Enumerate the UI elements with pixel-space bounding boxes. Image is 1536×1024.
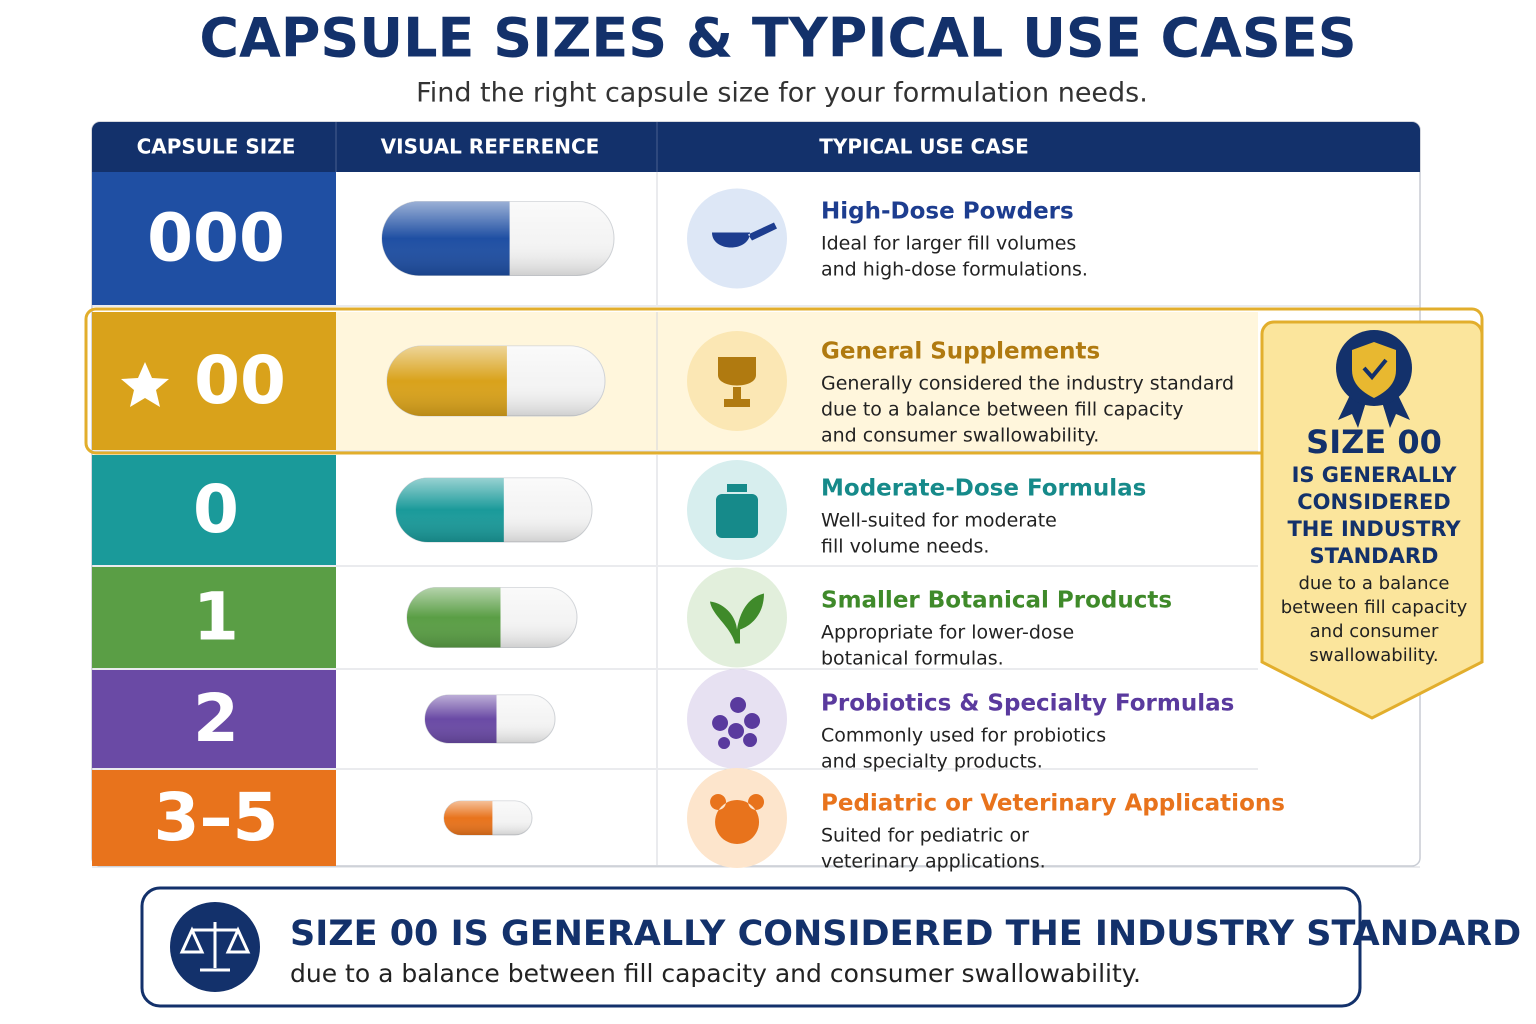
capsule-shine (425, 695, 555, 743)
use-icon (687, 567, 787, 668)
use-text: Suited for pediatric or (821, 825, 1029, 847)
use-icon (687, 669, 787, 769)
badge-shape (1260, 320, 1484, 720)
table-row: 0 Moderate-Dose Formulas Well-suited for m… (92, 455, 1258, 567)
use-title: Probiotics & Specialty Formulas (821, 691, 1234, 717)
use-text: Commonly used for probiotics (821, 725, 1106, 747)
use-glyph (712, 222, 777, 248)
size-cell (92, 670, 336, 768)
badge-heading: SIZE 00 (1306, 423, 1442, 461)
badge-line: swallowability. (1309, 645, 1438, 666)
capsule-shine (387, 346, 605, 416)
ribbon (1338, 395, 1410, 428)
capsule (424, 694, 556, 744)
capsule-size: 2 (193, 680, 239, 757)
use-glyph (712, 697, 761, 749)
use-text: and specialty products. (821, 751, 1043, 773)
use-glyph (710, 794, 765, 844)
table-row: 00 General Supplements Generally considere… (92, 312, 1258, 452)
check (1362, 358, 1388, 381)
shield (1352, 342, 1396, 398)
capsule (395, 477, 593, 543)
use-title: High-Dose Powders (821, 199, 1074, 225)
table-row: 3–5 Pediatric or Veterinary Applications S… (92, 768, 1420, 873)
badge-bold-line: STANDARD (1310, 544, 1439, 568)
use-text: and consumer swallowability. (821, 425, 1099, 447)
capsule-shine (396, 478, 592, 542)
badge-line: between fill capacity (1281, 597, 1468, 618)
capsule-shine (407, 587, 577, 648)
capsule-size: 1 (193, 579, 239, 656)
footer-title: SIZE 00 IS GENERALLY CONSIDERED THE INDU… (290, 914, 1521, 954)
badge-line: and consumer (1310, 621, 1439, 642)
capsule-size: 3–5 (154, 779, 279, 856)
column-header: VISUAL REFERENCE (381, 135, 600, 159)
title: CAPSULE SIZES & TYPICAL USE CASES (199, 7, 1356, 70)
table-row: 000 High-Dose Powders Ideal for larger fil… (92, 172, 1420, 307)
badge-bold-line: CONSIDERED (1297, 490, 1451, 514)
badge-bold-line: IS GENERALLY (1292, 463, 1458, 487)
capsule (381, 201, 615, 276)
size-cell (92, 770, 336, 866)
size-cell (92, 455, 336, 565)
capsule (406, 587, 578, 648)
capsule (386, 345, 606, 417)
use-text: Generally considered the industry standa… (821, 373, 1234, 395)
capsule (443, 800, 533, 836)
use-text: Appropriate for lower-dose (821, 622, 1074, 644)
table-header (92, 122, 1420, 172)
capsule-size: 0 (193, 471, 239, 548)
column-header: TYPICAL USE CASE (819, 135, 1029, 159)
use-glyph (718, 357, 756, 407)
footer-text: due to a balance between fill capacity a… (290, 959, 1141, 988)
use-text: and high-dose formulations. (821, 259, 1088, 281)
use-title: Smaller Botanical Products (821, 588, 1172, 614)
use-text: due to a balance between fill capacity (821, 399, 1183, 421)
capsule-size: 000 (147, 200, 285, 277)
use-text: veterinary applications. (821, 851, 1046, 873)
badge-bold-line: THE INDUSTRY (1287, 517, 1461, 541)
capsule-shine (444, 801, 532, 835)
table-row: 1 Smaller Botanical Products Appropriate f… (92, 567, 1258, 670)
use-text: botanical formulas. (821, 648, 1004, 670)
table-row: 2 Probiotics & Specialty Formulas Commonly… (92, 669, 1258, 773)
subtitle: Find the right capsule size for your for… (416, 78, 1148, 109)
capsule-size: 00 (194, 342, 286, 419)
use-title: Moderate-Dose Formulas (821, 476, 1146, 502)
capsule-shine (382, 201, 614, 276)
use-text: Well-suited for moderate (821, 510, 1057, 532)
size-cell (92, 567, 336, 668)
column-header: CAPSULE SIZE (137, 135, 296, 159)
use-glyph (716, 484, 758, 538)
use-title: Pediatric or Veterinary Applications (821, 791, 1285, 817)
use-text: fill volume needs. (821, 536, 989, 558)
use-text: Ideal for larger fill volumes (821, 233, 1076, 255)
scale-icon (179, 922, 251, 972)
size-cell (92, 172, 336, 305)
footer-box (140, 886, 1362, 1008)
use-glyph (710, 593, 764, 644)
star-icon (121, 362, 169, 407)
badge-line: due to a balance (1298, 573, 1449, 594)
use-title: General Supplements (821, 339, 1100, 365)
